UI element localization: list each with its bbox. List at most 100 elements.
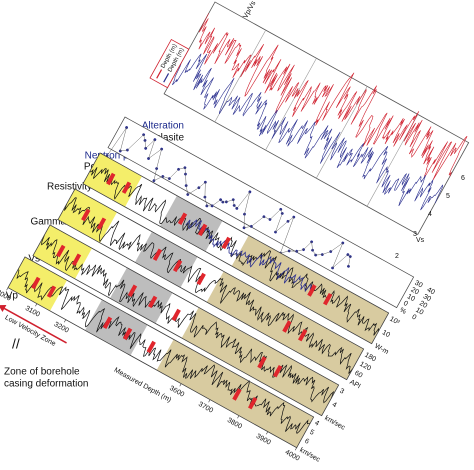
depth-tick	[64, 319, 67, 323]
depth-tick	[266, 431, 269, 435]
track-outline	[32, 224, 340, 417]
scale-label: 3	[338, 388, 345, 396]
red-marker	[31, 276, 41, 290]
scale-label: 180	[363, 352, 377, 364]
red-marker	[122, 327, 133, 341]
gamma-label: Gamma	[30, 217, 66, 228]
scale-label: 60	[353, 370, 363, 380]
depth-tick-label: 3800	[226, 417, 243, 431]
scale-label: 20	[410, 286, 420, 296]
depth-tick	[208, 399, 211, 403]
red-marker	[298, 328, 308, 342]
panel-frame	[163, 1, 470, 235]
trace-number: 2	[395, 253, 399, 260]
scale-label: 40	[426, 286, 436, 296]
scale-label: 6	[303, 438, 310, 446]
trace-number: 4	[428, 211, 432, 218]
legend-frame	[149, 38, 190, 89]
red-marker	[177, 212, 188, 225]
vp-label: Vp	[6, 291, 19, 302]
red-marker	[152, 248, 163, 261]
panel-divider	[316, 86, 368, 179]
track-outline	[82, 152, 390, 345]
casing-symbol: //	[12, 336, 20, 352]
trace-number: 6	[461, 175, 465, 182]
depth-tick	[237, 415, 240, 419]
scale-label: W-m	[373, 343, 389, 356]
scale-label: 0	[411, 314, 418, 322]
track-outline	[7, 256, 315, 449]
legend-swatch	[163, 73, 170, 83]
scale-label: 10²	[388, 316, 401, 327]
depth-tick	[179, 383, 182, 387]
alteration-label: Alteration	[142, 121, 184, 132]
depth-tick-label: 3700	[197, 401, 214, 415]
tan-zone	[206, 271, 364, 380]
depth-tick-label: 3100	[24, 305, 41, 319]
red-marker	[282, 320, 292, 333]
red-trace	[198, 13, 468, 181]
trace-number: 3	[413, 231, 417, 238]
depth-tick	[35, 303, 38, 307]
lvz-arrowhead	[0, 304, 7, 312]
scale-label: API	[348, 379, 361, 391]
red-marker	[56, 244, 66, 258]
depth-tick	[6, 287, 9, 291]
red-marker	[172, 259, 183, 273]
scale-label: 4	[331, 401, 338, 409]
red-marker	[146, 340, 156, 354]
log-track: 10² 10 W-m	[82, 152, 401, 356]
neutron-porosity-label: Neutron porosity	[85, 151, 158, 162]
legend-swatch	[156, 69, 163, 79]
red-marker	[81, 208, 91, 222]
red-marker	[273, 364, 283, 378]
red-marker	[197, 223, 208, 237]
scale-label: 5	[308, 429, 315, 437]
red-marker	[147, 295, 158, 309]
gray-zone	[134, 231, 198, 288]
red-marker	[127, 284, 138, 297]
red-marker	[232, 388, 242, 401]
depth-tick-label: 3200	[53, 321, 70, 335]
depth-tick	[294, 447, 297, 451]
vs-axis-label: Vs	[416, 237, 425, 244]
red-marker	[323, 292, 333, 306]
casing-annotation-1: Zone of borehole	[4, 367, 80, 378]
red-marker	[221, 236, 231, 250]
porosity-dot	[347, 264, 350, 268]
porosity-line	[106, 127, 351, 269]
log-trace	[41, 234, 335, 404]
lvz-arrow	[1, 306, 67, 344]
log-trace	[16, 269, 311, 434]
blue-trace	[172, 53, 444, 211]
scale-label: km/sec	[298, 447, 321, 464]
scale-label: 30	[422, 293, 432, 303]
scale-label: %	[398, 307, 407, 316]
scale-label: 10	[381, 329, 391, 339]
scale-label: km/sec	[323, 415, 346, 432]
scale-label: 120	[358, 361, 372, 373]
vpvs-label: Vp/Vs	[242, 0, 257, 20]
track-frame	[107, 116, 415, 309]
red-marker	[102, 316, 113, 329]
panel-divider	[214, 29, 266, 123]
depth-tick-label: 4000	[284, 449, 301, 463]
scale-label: 10	[406, 293, 416, 303]
scale-label: 10	[414, 307, 424, 317]
red-marker	[96, 217, 107, 230]
scale-label: 0	[402, 300, 409, 308]
vpvs-panel	[163, 1, 470, 235]
red-marker	[121, 181, 132, 194]
gray-zone	[84, 299, 148, 356]
red-marker	[257, 356, 267, 369]
red-marker	[307, 284, 317, 297]
red-marker	[46, 285, 57, 298]
red-marker	[71, 253, 82, 266]
trace-number: 5	[446, 193, 450, 200]
scale-label: 4	[313, 420, 320, 428]
resistivity-label: Resistivity	[47, 182, 92, 193]
log-trace	[63, 197, 354, 374]
